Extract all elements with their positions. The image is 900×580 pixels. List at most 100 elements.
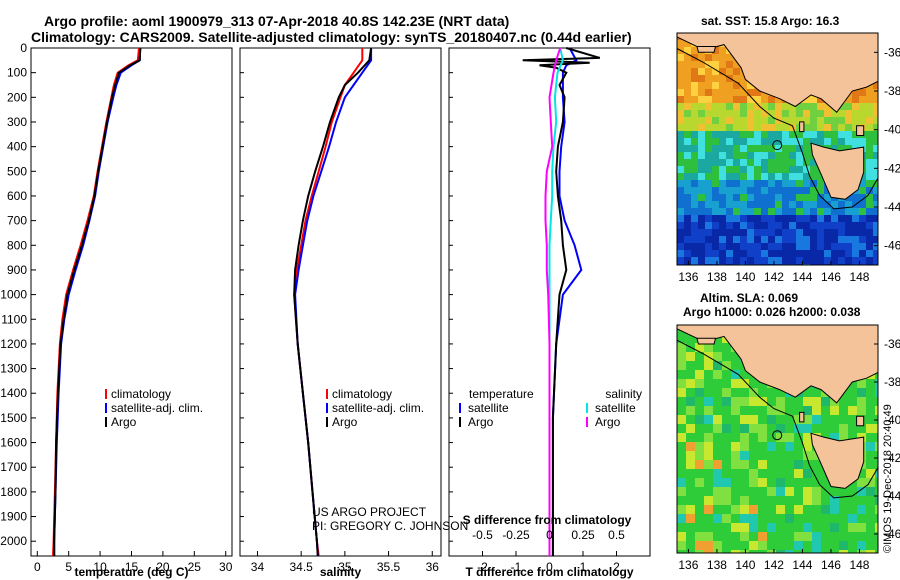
land-king-island <box>799 411 805 423</box>
map-cell <box>740 243 747 250</box>
map-cell <box>705 82 712 89</box>
map-cell <box>776 496 785 505</box>
map-cell <box>848 496 857 505</box>
map-cell <box>817 124 824 131</box>
map-cell <box>838 250 845 257</box>
map-cell <box>767 541 776 550</box>
map-cell <box>686 379 695 388</box>
map-cell <box>733 89 740 96</box>
map-cell <box>768 257 775 264</box>
map-cell <box>866 117 873 124</box>
lat-tick-label: -44 <box>884 489 900 503</box>
map-cell <box>866 194 873 201</box>
map-cell <box>821 514 830 523</box>
map-cell <box>749 505 758 514</box>
map-cell <box>782 187 789 194</box>
map-cell <box>761 236 768 243</box>
map-cell <box>767 433 776 442</box>
map-cell <box>677 201 684 208</box>
map-cell <box>740 194 747 201</box>
map-cell <box>768 152 775 159</box>
map-cell <box>821 541 830 550</box>
map-cell <box>686 496 695 505</box>
lon-tick-label: 142 <box>764 270 784 284</box>
map-cell <box>698 82 705 89</box>
lon-tick-label: 140 <box>735 558 755 572</box>
map-cell <box>830 505 839 514</box>
map-cell <box>686 406 695 415</box>
map-cell <box>776 514 785 523</box>
map-cell <box>839 433 848 442</box>
map-cell <box>704 541 713 550</box>
map-cell <box>731 541 740 550</box>
map-cell <box>677 180 684 187</box>
map-cell <box>704 550 713 553</box>
map-cell <box>776 505 785 514</box>
map-cell <box>761 201 768 208</box>
map-cell <box>731 514 740 523</box>
map-cell <box>796 243 803 250</box>
map-cell <box>722 487 731 496</box>
map-cell <box>705 124 712 131</box>
map-cell <box>785 550 794 553</box>
map-cell <box>845 103 852 110</box>
map-cell <box>758 505 767 514</box>
map-cell <box>758 460 767 469</box>
map-cell <box>866 424 875 433</box>
map-cell <box>817 194 824 201</box>
map-cell <box>713 442 722 451</box>
map-cell <box>873 166 878 173</box>
map-cell <box>810 222 817 229</box>
map-cell <box>758 496 767 505</box>
map-cell <box>726 236 733 243</box>
map-cell <box>857 550 866 553</box>
map-cell <box>866 124 873 131</box>
map-cell <box>831 138 838 145</box>
map-cell <box>695 523 704 532</box>
map-cell <box>848 424 857 433</box>
map-cell <box>831 236 838 243</box>
y-tick-label: 1400 <box>0 386 27 400</box>
map-cell <box>719 145 726 152</box>
map-cell <box>686 523 695 532</box>
map-cell <box>810 187 817 194</box>
map-cell <box>782 215 789 222</box>
x-tick-label: 2 <box>613 560 620 574</box>
map-cell <box>782 166 789 173</box>
map-cell <box>767 460 776 469</box>
series-line <box>522 47 601 556</box>
map-cell <box>713 487 722 496</box>
map-cell <box>794 487 803 496</box>
map-cell <box>677 96 684 103</box>
map-cell <box>852 89 859 96</box>
map-cell <box>705 96 712 103</box>
map-cell <box>740 236 747 243</box>
map-cell <box>866 222 873 229</box>
map-cell <box>803 166 810 173</box>
map-cell <box>796 194 803 201</box>
map-cell <box>761 250 768 257</box>
map-cell <box>695 388 704 397</box>
map-cell <box>677 334 686 343</box>
map-cell <box>722 343 731 352</box>
map-cell <box>712 257 719 264</box>
series-line <box>53 47 142 556</box>
map-cell <box>796 159 803 166</box>
map-cell <box>775 103 782 110</box>
map-cell <box>817 215 824 222</box>
map-cell <box>740 388 749 397</box>
map-cell <box>698 180 705 187</box>
map-cell <box>754 250 761 257</box>
map-cell <box>775 236 782 243</box>
map-cell <box>845 229 852 236</box>
map-cell <box>731 352 740 361</box>
land-flinders-island <box>856 415 865 427</box>
y-tick-label: 1900 <box>0 510 27 524</box>
map-cell <box>704 415 713 424</box>
map-cell <box>726 145 733 152</box>
map-cell <box>691 250 698 257</box>
map-cell <box>817 187 824 194</box>
map-cell <box>838 117 845 124</box>
map-cell <box>873 173 878 180</box>
map-cell <box>686 514 695 523</box>
